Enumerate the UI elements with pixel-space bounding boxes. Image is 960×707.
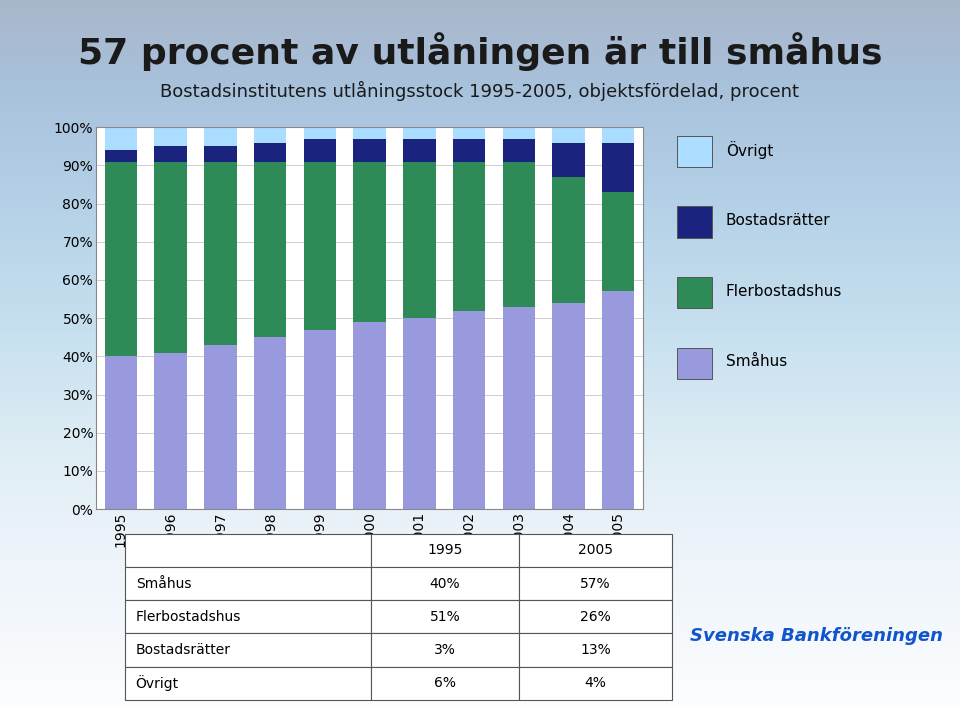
Bar [254,337,286,509]
Bar [303,139,336,162]
Bar [105,150,137,162]
Bar [403,127,436,139]
Bar [552,177,585,303]
Bar [403,139,436,162]
Text: Småhus: Småhus [726,354,787,370]
FancyBboxPatch shape [678,277,712,308]
Bar [353,127,386,139]
Bar [503,139,535,162]
Bar [518,567,672,600]
Bar [105,356,137,509]
Bar [602,192,635,291]
FancyBboxPatch shape [678,348,712,379]
Text: 2005: 2005 [578,544,612,557]
Text: Småhus: Småhus [135,577,191,590]
Bar [125,567,372,600]
Bar [453,127,485,139]
Bar [518,600,672,633]
Bar [254,143,286,162]
Text: 51%: 51% [429,610,460,624]
Bar [155,146,187,162]
Bar [254,162,286,337]
Bar [453,139,485,162]
Text: 6%: 6% [434,677,456,690]
Text: Svenska Bankföreningen: Svenska Bankföreningen [689,627,943,645]
Bar [254,127,286,143]
Bar [403,318,436,509]
Text: 3%: 3% [434,643,456,657]
Text: Övrigt: Övrigt [135,675,179,691]
Text: Bostadsrätter: Bostadsrätter [726,213,830,228]
Bar [204,345,236,509]
Bar [155,162,187,353]
Bar [155,353,187,509]
Text: 40%: 40% [429,577,460,590]
Text: 57%: 57% [580,577,611,590]
Bar [372,633,518,667]
Text: Bostadsrätter: Bostadsrätter [135,643,230,657]
Bar [552,127,585,143]
Bar [503,127,535,139]
Bar [303,329,336,509]
FancyBboxPatch shape [678,206,712,238]
Bar [353,322,386,509]
Bar [204,127,236,146]
Text: Bostadsinstitutens utlåningsstock 1995-2005, objektsfördelad, procent: Bostadsinstitutens utlåningsstock 1995-2… [160,81,800,101]
Bar [125,600,372,633]
Text: Flerbostadshus: Flerbostadshus [726,284,842,299]
Text: 57 procent av utlåningen är till småhus: 57 procent av utlåningen är till småhus [78,32,882,71]
Bar [204,162,236,345]
Bar [125,633,372,667]
Bar [372,667,518,700]
Bar [403,162,436,318]
Bar [353,162,386,322]
Bar [125,667,372,700]
Bar [552,303,585,509]
Bar [372,600,518,633]
Bar [125,534,372,567]
Bar [518,534,672,567]
Bar [303,162,336,329]
Bar [204,146,236,162]
Bar [372,567,518,600]
Bar [518,667,672,700]
Bar [453,310,485,509]
Text: 13%: 13% [580,643,611,657]
Bar [105,162,137,356]
Bar [453,162,485,310]
Bar [552,143,585,177]
Text: Flerbostadshus: Flerbostadshus [135,610,241,624]
Bar [602,143,635,192]
Bar [503,162,535,307]
Bar [105,127,137,150]
Bar [155,127,187,146]
Text: 26%: 26% [580,610,611,624]
Bar [518,633,672,667]
Bar [602,127,635,143]
FancyBboxPatch shape [678,136,712,167]
Text: Övrigt: Övrigt [726,141,773,159]
Bar [372,534,518,567]
Bar [353,139,386,162]
Text: 1995: 1995 [427,544,463,557]
Bar [602,291,635,509]
Bar [503,307,535,509]
Text: 4%: 4% [585,677,607,690]
Bar [303,127,336,139]
